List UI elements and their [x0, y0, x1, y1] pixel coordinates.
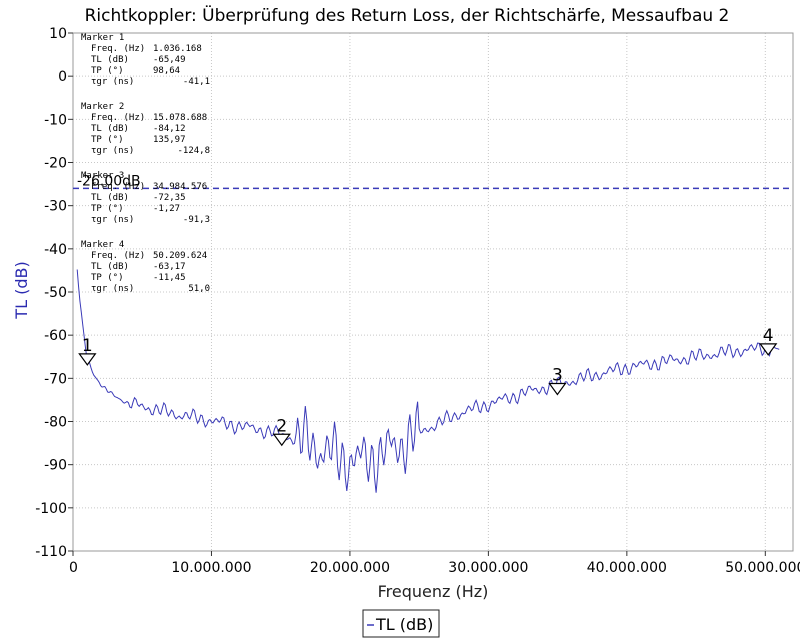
y-tick-label: -100: [35, 501, 67, 517]
marker-number: 1: [82, 336, 93, 356]
marker-table-value: 15.078.688: [153, 113, 207, 123]
y-tick-label: -20: [44, 156, 67, 172]
y-tick-label: 0: [58, 69, 67, 85]
marker-triangle-icon: [272, 433, 291, 447]
legend-entry: TL (dB): [375, 615, 433, 634]
marker-table-label: Freq. (Hz): [91, 182, 145, 192]
x-tick-label: 40.000.000: [587, 560, 667, 576]
marker-number: 2: [276, 416, 287, 436]
marker-table-title: Marker 4: [81, 240, 124, 250]
marker-table-value: 51,0: [188, 284, 210, 294]
legend: TL (dB): [362, 609, 440, 638]
marker-table-value: -84,12: [153, 124, 186, 134]
marker-table-value: 98,64: [153, 66, 180, 76]
series-layer: [76, 269, 780, 493]
legend-box: [362, 609, 440, 638]
marker-table-title: Marker 2: [81, 102, 124, 112]
marker-table-value: 50.209.624: [153, 251, 207, 261]
marker-table-value: -91,3: [183, 215, 210, 225]
x-tick-label: 20.000.000: [310, 560, 390, 576]
marker-table-label: TL (dB): [91, 262, 129, 272]
marker-symbols: 1 2 3 4: [78, 326, 778, 447]
y-tick-label: -60: [44, 328, 67, 344]
marker-table-value: 34.984.576: [153, 182, 207, 192]
y-tick-label: -80: [44, 415, 67, 431]
marker-table-label: TP (°): [91, 204, 124, 214]
y-tick-label: -90: [44, 458, 67, 474]
marker-table-value: -63,17: [153, 262, 186, 272]
marker-table-label: Freq. (Hz): [91, 113, 145, 123]
marker-table-value: -41,1: [183, 77, 210, 87]
y-tick-label: -30: [44, 199, 67, 215]
marker-table-title: Marker 3: [81, 171, 124, 181]
marker-table-value: -124,8: [177, 146, 210, 156]
y-tick-label: -70: [44, 371, 67, 387]
x-tick-label: 30.000.000: [448, 560, 528, 576]
y-tick-label: -40: [44, 242, 67, 258]
y-axis-ticks: 10 0 -10 -20 -30 -40 -50 -60 -70 -80 -90 -100 -110: [35, 26, 73, 560]
marker-table-label: τgr (ns): [91, 215, 134, 225]
grid: [73, 33, 793, 551]
x-axis-label: Frequenz (Hz): [378, 582, 489, 601]
marker-number: 4: [763, 326, 774, 346]
marker-table-label: TP (°): [91, 135, 124, 145]
marker-table-label: τgr (ns): [91, 146, 134, 156]
y-tick-label: -10: [44, 112, 67, 128]
marker-triangle-icon: [548, 382, 567, 396]
x-tick-label: 50.000.000: [725, 560, 800, 576]
y-axis-label: TL (dB): [12, 261, 31, 319]
marker-table-value: 135,97: [153, 135, 186, 145]
marker-table-value: -1,27: [153, 204, 180, 214]
marker-triangle-icon: [759, 343, 778, 356]
x-tick-label: 0: [69, 560, 78, 576]
marker-number: 3: [552, 365, 563, 385]
marker-table-label: TL (dB): [91, 55, 129, 65]
marker-table-label: Freq. (Hz): [91, 44, 145, 54]
x-axis-ticks: 0 10.000.000 20.000.000 30.000.000 40.000.00…: [69, 551, 800, 576]
x-tick-label: 10.000.000: [171, 560, 251, 576]
marker-table-title: Marker 1: [81, 33, 124, 43]
marker-table-value: -65,49: [153, 55, 186, 65]
marker-table-value: -11,45: [153, 273, 186, 283]
marker-table-label: TL (dB): [91, 124, 129, 134]
y-tick-label: -50: [44, 285, 67, 301]
marker-table-label: τgr (ns): [91, 77, 134, 87]
marker-table-label: TP (°): [91, 273, 124, 283]
y-tick-label: -110: [35, 544, 67, 560]
marker-table-label: TP (°): [91, 66, 124, 76]
reference-line: -26.00dB: [73, 173, 793, 189]
y-tick-label: 10: [49, 26, 67, 42]
marker-table-label: TL (dB): [91, 193, 129, 203]
series-line-tl: [76, 269, 780, 493]
marker-table-label: τgr (ns): [91, 284, 134, 294]
marker-table-value: -72,35: [153, 193, 186, 203]
marker-triangle-icon: [78, 353, 97, 366]
marker-table-label: Freq. (Hz): [91, 251, 145, 261]
marker-table-value: 1.036.168: [153, 44, 202, 54]
reference-line-label: -26.00dB: [77, 173, 141, 189]
chart-title: Richtkoppler: Überprüfung des Return Los…: [85, 4, 730, 26]
